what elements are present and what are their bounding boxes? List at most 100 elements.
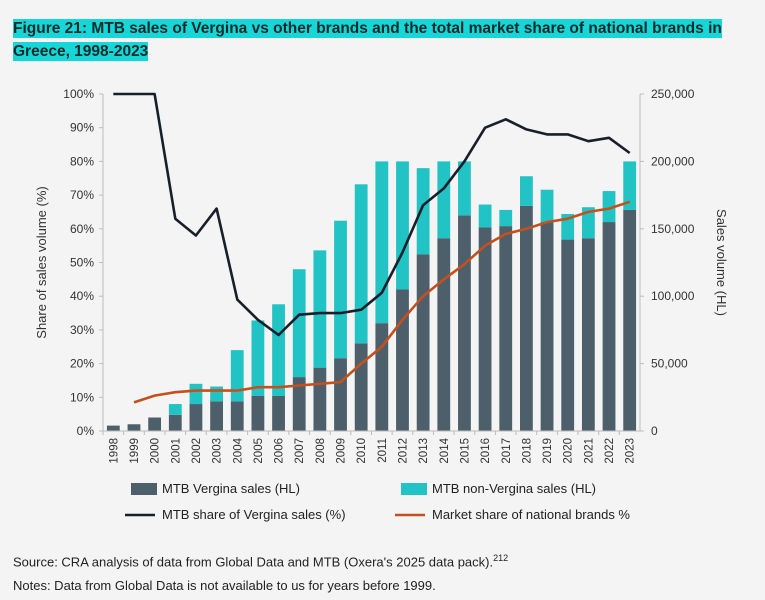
x-tick-label: 2005 (253, 438, 265, 464)
left-tick-label: 20% (70, 357, 94, 371)
bar-vergina-2005 (251, 395, 265, 431)
bar-vergina-2019 (540, 222, 554, 431)
bar-non-vergina-2008 (313, 250, 327, 368)
source-footnote-ref: 212 (493, 553, 509, 563)
right-tick-label: 50,000 (651, 357, 688, 371)
bar-vergina-2008 (313, 367, 327, 431)
right-tick-label: 150,000 (651, 222, 695, 236)
right-tick-label: 100,000 (651, 289, 695, 303)
legend-non-vergina-sales-swatch (401, 483, 427, 495)
x-tick-label: 2011 (377, 438, 389, 463)
bar-non-vergina-2022 (602, 191, 616, 223)
bar-vergina-2007 (292, 377, 306, 431)
x-tick-label: 2013 (418, 438, 430, 464)
bar-vergina-2023 (623, 209, 637, 431)
legend-vergina-sales-label: MTB Vergina sales (HL) (162, 481, 300, 496)
x-tick-label: 2023 (625, 438, 637, 464)
x-tick-label: 2018 (521, 438, 533, 464)
bar-non-vergina-2011 (375, 161, 389, 324)
bar-non-vergina-2015 (458, 161, 471, 216)
x-tick-label: 2014 (439, 437, 451, 463)
data-notes: Notes: Data from Global Data is not avai… (13, 578, 436, 593)
axes: 0% 10% 20% 30% 40% 50% 60% 70% 80% 90% 100% 0 50,000… (34, 87, 729, 464)
left-tick-label: 100% (63, 87, 94, 101)
bar-vergina-2010 (354, 343, 368, 431)
right-tick-label: 250,000 (651, 87, 695, 101)
x-tick-label: 2007 (294, 438, 306, 464)
x-tick-label: 2004 (232, 437, 244, 463)
figure-title: Figure 21: MTB sales of Vergina vs other… (13, 19, 722, 61)
x-tick-label: 2003 (212, 438, 224, 464)
x-tick-label: 2022 (604, 438, 616, 464)
bar-vergina-2003 (210, 401, 223, 431)
left-tick-label: 60% (70, 222, 94, 236)
bar-non-vergina-2006 (272, 304, 285, 396)
left-tick-label: 80% (70, 154, 94, 168)
x-tick-label: 2000 (150, 438, 162, 464)
legend: MTB Vergina sales (HL) MTB non-Vergina sa… (125, 481, 630, 522)
left-tick-label: 0% (77, 424, 95, 438)
x-tick-label: 2012 (397, 438, 409, 464)
x-tick-label: 1999 (129, 438, 141, 464)
left-tick-label: 70% (70, 188, 94, 202)
bar-non-vergina-2009 (334, 220, 347, 359)
bar-non-vergina-2001 (168, 404, 182, 415)
line-national-brands-share (133, 200, 631, 404)
left-tick-label: 50% (70, 256, 94, 270)
bar-vergina-2002 (189, 404, 203, 431)
bar-non-vergina-2004 (230, 350, 244, 402)
bar-vergina-2017 (499, 226, 513, 431)
legend-vergina-sales-swatch (131, 483, 157, 495)
bar-non-vergina-2007 (292, 269, 306, 378)
x-tick-label: 2001 (170, 438, 182, 464)
bar-vergina-1999 (127, 424, 141, 431)
bar-vergina-2014 (437, 238, 451, 431)
x-tick-label: 2009 (336, 438, 348, 464)
bar-non-vergina-2016 (478, 204, 492, 228)
left-tick-label: 90% (70, 121, 94, 135)
source-note: Source: CRA analysis of data from Global… (13, 553, 509, 570)
right-tick-label: 200,000 (651, 154, 695, 168)
line-series (113, 92, 631, 404)
x-tick-label: 1998 (108, 438, 120, 464)
x-tick-label: 2021 (583, 438, 595, 464)
bar-vergina-2000 (148, 417, 162, 431)
x-tick-label: 2016 (480, 438, 492, 464)
bar-vergina-2006 (272, 395, 285, 431)
bar-non-vergina-2002 (189, 383, 203, 405)
bar-vergina-2009 (334, 358, 347, 431)
x-tick-label: 2002 (191, 438, 203, 464)
bar-non-vergina-2019 (540, 189, 554, 223)
right-axis-title: Sales volume (HL) (714, 209, 729, 316)
bar-vergina-1998 (106, 425, 120, 431)
bar-vergina-2022 (602, 222, 616, 431)
right-tick-label: 0 (651, 424, 658, 438)
legend-vergina-share-label: MTB share of Vergina sales (%) (162, 507, 346, 522)
left-tick-label: 10% (70, 390, 94, 404)
bar-non-vergina-2023 (623, 161, 637, 210)
bar-vergina-2018 (520, 205, 533, 431)
bar-non-vergina-2014 (437, 161, 451, 239)
bar-non-vergina-2018 (520, 176, 533, 206)
bar-non-vergina-2003 (210, 386, 223, 402)
bar-vergina-2016 (478, 227, 492, 431)
legend-non-vergina-sales-label: MTB non-Vergina sales (HL) (432, 481, 596, 496)
x-tick-label: 2019 (542, 438, 554, 464)
x-tick-label: 2008 (315, 438, 327, 464)
left-tick-label: 40% (70, 289, 94, 303)
left-axis-title: Share of sales volume (%) (34, 186, 49, 338)
x-tick-label: 2006 (274, 438, 286, 464)
legend-national-brands-share-label: Market share of national brands % (432, 507, 630, 522)
bar-non-vergina-2013 (416, 168, 430, 255)
bar-vergina-2004 (230, 401, 244, 431)
bar-vergina-2020 (561, 239, 575, 431)
line-vergina-share (113, 92, 631, 337)
x-tick-label: 2020 (563, 438, 575, 464)
bar-vergina-2021 (581, 238, 595, 431)
bar-non-vergina-2021 (581, 207, 595, 239)
bar-non-vergina-2005 (251, 320, 265, 396)
bar-vergina-2001 (168, 414, 182, 431)
bar-vergina-2012 (396, 289, 409, 431)
bar-non-vergina-2012 (396, 161, 409, 290)
